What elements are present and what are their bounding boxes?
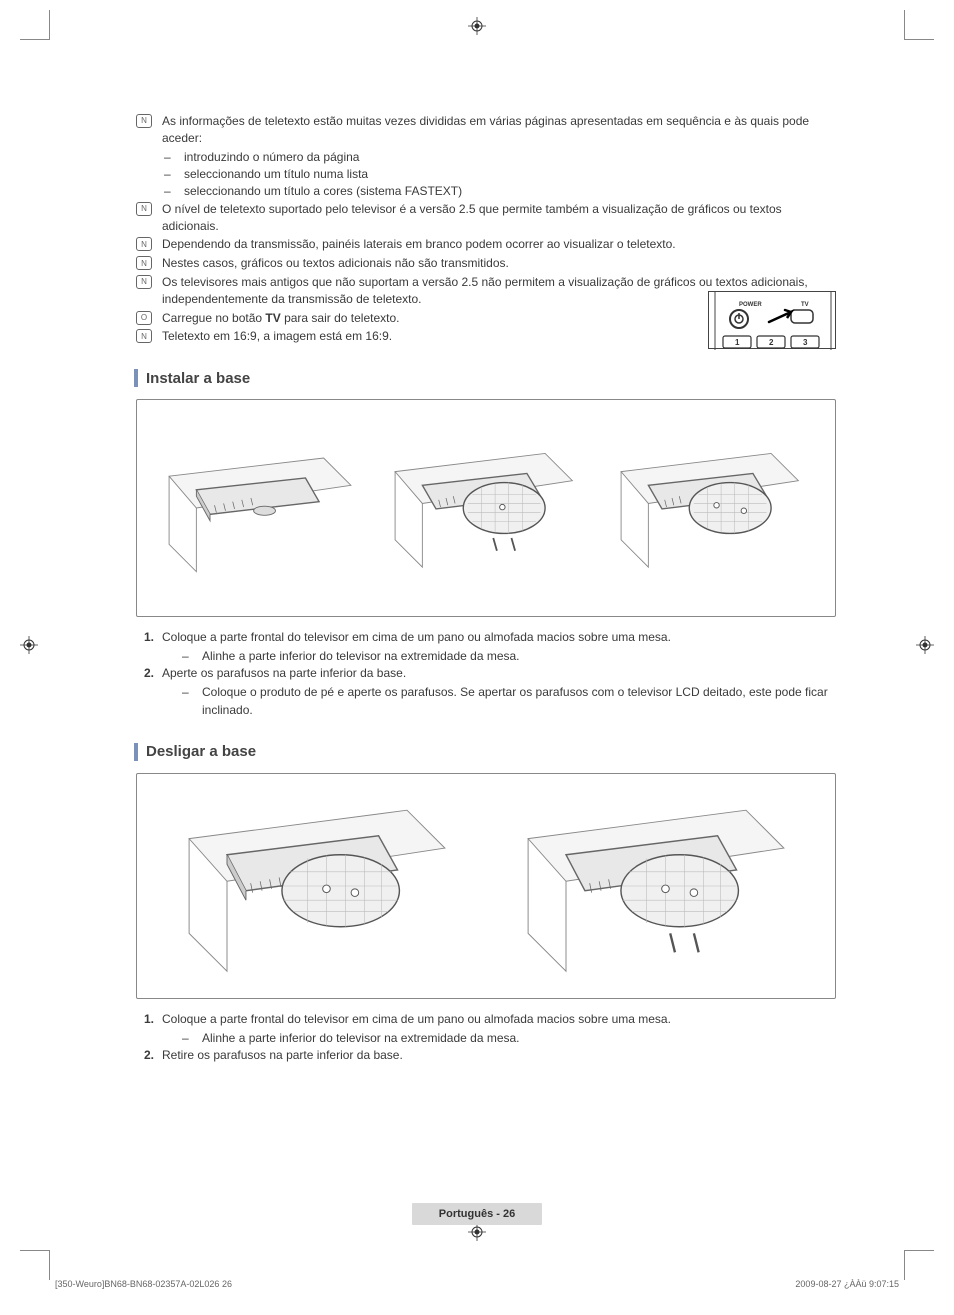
install-step-3-icon bbox=[612, 438, 812, 578]
step-text: Aperte os parafusos na parte inferior da… bbox=[162, 665, 836, 682]
note-icon: N bbox=[136, 275, 152, 289]
note-text: O nível de teletexto suportado pelo tele… bbox=[162, 201, 836, 235]
install-diagram bbox=[136, 399, 836, 617]
remove-step-1-icon bbox=[167, 796, 467, 976]
crop-mark-br bbox=[904, 1250, 934, 1280]
note-icon: N bbox=[136, 237, 152, 251]
section-title: Instalar a base bbox=[146, 370, 250, 387]
remote-power-label: POWER bbox=[739, 302, 762, 308]
content-area: N As informações de teletexto estão muit… bbox=[136, 113, 836, 1066]
crop-mark-tr bbox=[904, 10, 934, 40]
registration-mark-left-icon bbox=[20, 636, 38, 654]
note-item: N As informações de teletexto estão muit… bbox=[136, 113, 836, 147]
note-text: Nestes casos, gráficos ou textos adicion… bbox=[162, 255, 836, 272]
remove-step-2-icon bbox=[506, 796, 806, 976]
install-step-1-icon bbox=[160, 438, 360, 578]
sublist-item: Alinhe a parte inferior do televisor na … bbox=[202, 648, 520, 665]
sublist-item: seleccionando um título numa lista bbox=[184, 166, 368, 183]
note-text: As informações de teletexto estão muitas… bbox=[162, 113, 836, 147]
sublist-item: introduzindo o número da página bbox=[184, 149, 359, 166]
step-text: Coloque a parte frontal do televisor em … bbox=[162, 1011, 836, 1028]
meta-right: 2009-08-27 ¿ÀÀü 9:07:15 bbox=[795, 1279, 899, 1289]
svg-text:1: 1 bbox=[735, 338, 740, 347]
svg-text:2: 2 bbox=[769, 338, 774, 347]
page-footer: Português - 26 bbox=[412, 1203, 542, 1225]
section-title: Desligar a base bbox=[146, 743, 256, 760]
note-item: N O nível de teletexto suportado pelo te… bbox=[136, 201, 836, 235]
sublist-item: seleccionando um título a cores (sistema… bbox=[184, 183, 462, 200]
note-icon: N bbox=[136, 202, 152, 216]
install-steps: 1.Coloque a parte frontal do televisor e… bbox=[136, 629, 836, 719]
remove-steps: 1.Coloque a parte frontal do televisor e… bbox=[136, 1011, 836, 1064]
remove-diagram bbox=[136, 773, 836, 999]
note-text: Dependendo da transmissão, painéis later… bbox=[162, 236, 836, 253]
button-icon: O bbox=[136, 311, 152, 325]
step-text: Retire os parafusos na parte inferior da… bbox=[162, 1047, 836, 1064]
section-header-instalar: Instalar a base bbox=[134, 369, 836, 387]
registration-mark-right-icon bbox=[916, 636, 934, 654]
registration-mark-bottom-icon bbox=[468, 1223, 486, 1241]
svg-text:3: 3 bbox=[803, 338, 808, 347]
note-sublist: –introduzindo o número da página –selecc… bbox=[164, 149, 836, 201]
registration-mark-top-icon bbox=[468, 17, 486, 35]
crop-mark-bl bbox=[20, 1250, 50, 1280]
section-bar-icon bbox=[134, 369, 138, 387]
page: N As informações de teletexto estão muit… bbox=[50, 15, 904, 1275]
note-icon: N bbox=[136, 329, 152, 343]
step-text: Coloque a parte frontal do televisor em … bbox=[162, 629, 836, 646]
sublist-item: Alinhe a parte inferior do televisor na … bbox=[202, 1030, 520, 1047]
section-bar-icon bbox=[134, 743, 138, 761]
remote-illustration: POWER TV 1 2 3 bbox=[708, 291, 836, 349]
install-step-2-icon bbox=[386, 438, 586, 578]
note-item: N Nestes casos, gráficos ou textos adici… bbox=[136, 255, 836, 272]
note-icon: N bbox=[136, 256, 152, 270]
note-item: N Dependendo da transmissão, painéis lat… bbox=[136, 236, 836, 253]
section-header-desligar: Desligar a base bbox=[134, 743, 836, 761]
note-icon: N bbox=[136, 114, 152, 128]
crop-mark-tl bbox=[20, 10, 50, 40]
meta-left: [350-Weuro]BN68-BN68-02357A-02L026 26 bbox=[55, 1279, 232, 1289]
sublist-item: Coloque o produto de pé e aperte os para… bbox=[202, 684, 836, 719]
remote-tv-label: TV bbox=[801, 302, 809, 308]
